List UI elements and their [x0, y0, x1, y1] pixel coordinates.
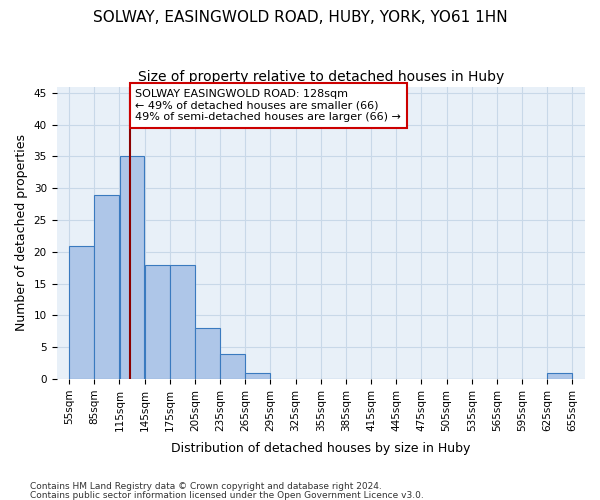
Text: Contains public sector information licensed under the Open Government Licence v3: Contains public sector information licen… [30, 490, 424, 500]
Bar [195, 328, 220, 379]
Text: Contains HM Land Registry data © Crown copyright and database right 2024.: Contains HM Land Registry data © Crown c… [30, 482, 382, 491]
Bar [245, 372, 270, 379]
Bar [94, 194, 119, 379]
Bar [119, 156, 145, 379]
X-axis label: Distribution of detached houses by size in Huby: Distribution of detached houses by size … [171, 442, 470, 455]
Title: Size of property relative to detached houses in Huby: Size of property relative to detached ho… [137, 70, 504, 84]
Bar [547, 372, 572, 379]
Text: SOLWAY EASINGWOLD ROAD: 128sqm
← 49% of detached houses are smaller (66)
49% of : SOLWAY EASINGWOLD ROAD: 128sqm ← 49% of … [136, 89, 401, 122]
Text: SOLWAY, EASINGWOLD ROAD, HUBY, YORK, YO61 1HN: SOLWAY, EASINGWOLD ROAD, HUBY, YORK, YO6… [92, 10, 508, 25]
Bar [170, 264, 195, 379]
Bar [220, 354, 245, 379]
Bar [70, 246, 94, 379]
Y-axis label: Number of detached properties: Number of detached properties [15, 134, 28, 332]
Bar [145, 264, 170, 379]
